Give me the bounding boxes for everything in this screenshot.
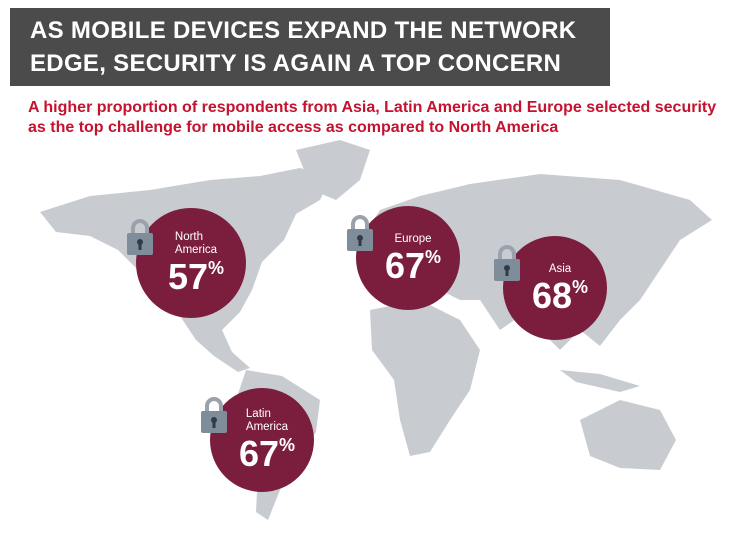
title-line-1: AS MOBILE DEVICES EXPAND THE NETWORK	[30, 17, 577, 44]
subtitle: A higher proportion of respondents from …	[28, 99, 717, 136]
region-name: North	[174, 231, 204, 243]
title-banner: AS MOBILE DEVICES EXPAND THE NETWORK EDG…	[10, 8, 610, 86]
lock-icon	[493, 244, 521, 282]
bubble-latin-america: Latin America 67%	[210, 388, 314, 492]
region-value: 68	[531, 274, 573, 316]
region-name: Latin	[245, 408, 271, 420]
lock-icon	[126, 218, 154, 256]
percent-sign: %	[279, 435, 296, 455]
region-name: Europe	[394, 232, 432, 245]
percent-sign: %	[425, 246, 442, 267]
region-value: 67	[384, 244, 426, 286]
region-name: Asia	[548, 262, 572, 275]
indonesia-shape	[560, 370, 640, 392]
region-value: 57	[167, 256, 209, 297]
australia-shape	[580, 400, 676, 470]
title-line-2: EDGE, SECURITY IS AGAIN A TOP CONCERN	[30, 50, 562, 77]
lock-icon	[346, 214, 374, 252]
percent-sign: %	[208, 258, 225, 278]
region-name: America	[174, 244, 218, 256]
region-name: America	[245, 421, 289, 433]
bubble-europe: Europe 67%	[356, 206, 460, 310]
bubble-north-america: North America 57%	[136, 208, 246, 318]
bubble-asia: Asia 68%	[503, 236, 607, 340]
greenland-shape	[296, 140, 370, 200]
region-value: 67	[238, 433, 280, 474]
percent-sign: %	[572, 276, 589, 297]
africa-shape	[370, 300, 480, 456]
lock-icon	[200, 396, 228, 434]
